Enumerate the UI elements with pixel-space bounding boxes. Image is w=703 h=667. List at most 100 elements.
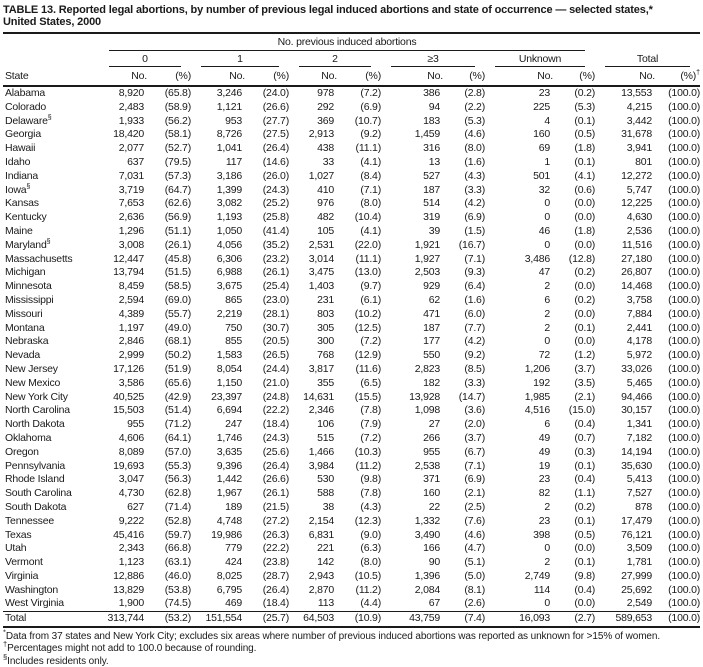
count-cell: 25,692: [621, 583, 653, 596]
count-cell: 1,121: [216, 100, 242, 113]
pct-cell: (4.1): [360, 224, 381, 237]
state-name: Kentucky: [5, 211, 47, 224]
count-cell: 13,928: [409, 390, 440, 403]
pct-cell: (5.3): [464, 114, 485, 127]
pct-cell: (7.1): [360, 183, 381, 196]
state-name: West Virginia: [5, 597, 64, 610]
pct-cell: (100.0): [668, 100, 701, 113]
count-cell: 627: [127, 500, 144, 513]
pct-cell: (100.0): [668, 266, 701, 279]
count-cell: 3,984: [308, 459, 334, 472]
group-blank-cell: [3, 51, 99, 67]
pct-cell: (7.1): [464, 459, 485, 472]
count-cell: 4,606: [118, 431, 144, 444]
count-cell: 2: [544, 321, 550, 334]
pct-cell: (11.1): [355, 142, 382, 155]
count-cell: 8,054: [216, 362, 242, 375]
count-cell: 527: [423, 169, 440, 182]
pct-cell: (55.7): [164, 307, 191, 320]
count-cell: 45,416: [113, 528, 144, 541]
count-cell: 69: [538, 142, 550, 155]
count-cell: 801: [635, 155, 653, 168]
count-cell: 3,509: [626, 542, 653, 555]
table-title-line1: TABLE 13. Reported legal abortions, by n…: [3, 4, 653, 16]
pct-cell: (100.0): [668, 169, 701, 182]
count-cell: 221: [317, 542, 334, 555]
count-cell: 3,082: [216, 197, 242, 210]
state-name: New Jersey: [5, 362, 58, 375]
pct-cell: (9.2): [464, 349, 485, 362]
count-cell: 319: [423, 211, 440, 224]
count-cell: 13,829: [113, 583, 144, 596]
count-cell: 2: [544, 280, 550, 293]
count-cell: 313,744: [99, 611, 147, 629]
pct-cell: (30.7): [262, 321, 289, 334]
count-cell: 386: [423, 87, 440, 99]
state-name: South Dakota: [5, 500, 67, 513]
pct-cell: (63.1): [164, 556, 191, 569]
table-row: North Dakota 955 (71.2) 247 (18.4) 106 (7.9) 27…: [3, 418, 700, 432]
table-row: Kansas 7,653 (62.6) 3,082 (25.2) 976 (8.0) 514 (…: [3, 197, 700, 211]
count-cell: 17,479: [621, 514, 653, 527]
pct-cell: (28.7): [262, 569, 289, 582]
pct-cell: (56.2): [164, 114, 191, 127]
count-cell: 247: [225, 418, 242, 431]
pct-cell: (0.5): [574, 128, 596, 141]
state-name: Maryland§: [5, 238, 51, 251]
count-cell: 31,678: [621, 128, 653, 141]
pct-column-header-2: (%): [337, 67, 381, 87]
pct-cell: (27.2): [262, 514, 289, 527]
count-cell: 2,154: [308, 514, 334, 527]
count-cell: 189: [225, 500, 242, 513]
table-row: Maryland§ 3,008 (26.1) 4,056 (35.2) 2,531 (22.…: [3, 238, 700, 253]
count-cell: 1,041: [216, 142, 242, 155]
total-row: Total 313,744 (53.2) 151,554 (25.7) 64,503 (10…: [3, 611, 700, 629]
count-cell: 6: [544, 418, 550, 431]
count-cell: 1,332: [414, 514, 440, 527]
count-cell: 6: [544, 293, 550, 306]
pct-cell: (3.5): [574, 376, 596, 389]
no-column-header-total: No.: [595, 67, 655, 87]
count-cell: 955: [127, 418, 144, 431]
pct-cell: (0.6): [574, 183, 596, 196]
pct-cell: (10.2): [354, 307, 381, 320]
count-cell: 183: [423, 114, 440, 127]
pct-cell: (7.4): [443, 611, 485, 629]
group-header-row: 0 1 2 ≥3 Unknown Total: [3, 51, 700, 67]
count-cell: 49: [538, 431, 550, 444]
count-cell: 2,536: [626, 224, 653, 237]
pct-cell: (15.0): [568, 404, 596, 417]
count-cell: 3,186: [216, 169, 242, 182]
table-row: South Dakota 627 (71.4) 189 (21.5) 38 (4.3) 22 (…: [3, 501, 700, 515]
pct-cell: (0.0): [574, 197, 596, 210]
count-cell: 1,150: [216, 376, 242, 389]
count-cell: 2,594: [118, 293, 144, 306]
pct-cell: (100.0): [668, 404, 701, 417]
count-cell: 113: [317, 597, 334, 610]
table-row: Georgia 18,420 (58.1) 8,726 (27.5) 2,913 (9.2)…: [3, 128, 700, 142]
count-cell: 637: [127, 155, 144, 168]
count-cell: 2,538: [414, 459, 440, 472]
pct-cell: (27.5): [262, 128, 289, 141]
pct-cell: (100.0): [668, 114, 701, 127]
pct-cell: (2.6): [464, 597, 485, 610]
table-row: New Mexico 3,586 (65.6) 1,150 (21.0) 355 (6.5)…: [3, 377, 700, 391]
count-cell: 8,025: [216, 569, 242, 582]
count-cell: 7,031: [118, 169, 144, 182]
count-cell: 1,206: [524, 362, 550, 375]
count-cell: 3,719: [118, 183, 144, 196]
pct-cell: (100.0): [668, 542, 701, 555]
pct-cell: (9.2): [360, 128, 381, 141]
count-cell: 3,675: [216, 280, 242, 293]
count-cell: 3,475: [308, 266, 334, 279]
count-cell: 3,941: [626, 142, 653, 155]
pct-cell: (11.2): [355, 459, 382, 472]
count-cell: 23: [538, 473, 550, 486]
count-cell: 1,399: [216, 183, 242, 196]
pct-cell: (4.1): [574, 169, 596, 182]
pct-cell: (0.2): [574, 293, 596, 306]
state-name: Massachusetts: [5, 252, 73, 265]
pct-column-header-unknown: (%): [553, 67, 595, 87]
count-cell: 300: [317, 335, 334, 348]
